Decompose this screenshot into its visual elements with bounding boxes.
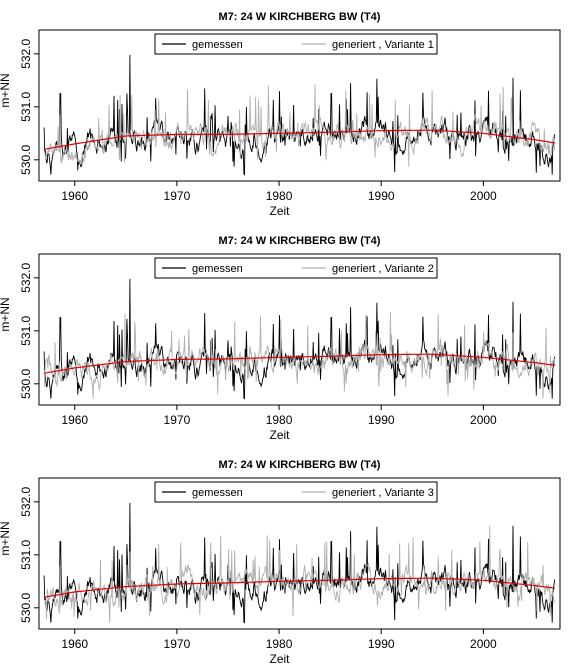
x-tick-label: 2000 xyxy=(470,189,497,203)
series-line-generiert xyxy=(43,525,556,623)
legend-label-gemessen: gemessen xyxy=(192,263,243,275)
x-tick-label: 1970 xyxy=(164,413,191,427)
chart-title: M7: 24 W KIRCHBERG BW (T4) xyxy=(219,235,381,247)
x-tick-label: 1990 xyxy=(368,189,395,203)
legend-box xyxy=(154,481,438,503)
legend-label-generiert: generiert , Variante 1 xyxy=(332,39,434,51)
y-tick-label: 530.0 xyxy=(19,144,33,174)
trend-line xyxy=(44,577,555,598)
x-axis-label: Zeit xyxy=(269,428,290,442)
y-tick-label: 531.0 xyxy=(19,91,33,121)
y-axis-label: m+NN xyxy=(0,73,12,107)
x-axis-label: Zeit xyxy=(269,652,290,666)
chart-panel-2: M7: 24 W KIRCHBERG BW (T4) 1960 1970 1980 19… xyxy=(0,235,561,442)
legend-label-gemessen: gemessen xyxy=(192,487,243,499)
chart-panel-3: M7: 24 W KIRCHBERG BW (T4) 1960 1970 1980 19… xyxy=(0,459,561,666)
x-tick-label: 1980 xyxy=(266,189,293,203)
x-tick-label: 1990 xyxy=(368,637,395,651)
y-tick-label: 531.0 xyxy=(19,315,33,345)
x-tick-label: 1980 xyxy=(266,413,293,427)
x-tick-label: 1960 xyxy=(61,189,88,203)
plot-frame xyxy=(38,253,561,406)
x-tick-label: 2000 xyxy=(470,637,497,651)
y-tick-label: 530.0 xyxy=(19,592,33,622)
y-tick-label: 531.0 xyxy=(19,539,33,569)
series-line-gemessen xyxy=(43,278,556,400)
plot-area xyxy=(43,502,556,624)
x-tick-label: 1960 xyxy=(61,637,88,651)
x-tick-label: 1980 xyxy=(266,637,293,651)
legend: gemessen generiert , Variante 2 xyxy=(154,257,438,279)
series-line-generiert xyxy=(43,311,556,399)
chart-panel-1: M7: 24 W KIRCHBERG BW (T4) 1960 1970 1980 19… xyxy=(0,11,561,218)
y-axis-label: m+NN xyxy=(0,297,12,331)
legend: gemessen generiert , Variante 1 xyxy=(154,33,438,55)
chart-title: M7: 24 W KIRCHBERG BW (T4) xyxy=(219,11,381,23)
plot-area xyxy=(43,278,556,400)
x-tick-label: 2000 xyxy=(470,413,497,427)
legend-box xyxy=(154,33,438,55)
x-tick-label: 1970 xyxy=(164,637,191,651)
y-tick-label: 532.0 xyxy=(19,39,33,69)
plot-area xyxy=(43,54,556,177)
x-tick-label: 1990 xyxy=(368,413,395,427)
trend-line xyxy=(44,129,555,150)
plot-frame xyxy=(38,29,561,182)
trend-line xyxy=(44,353,555,374)
plot-frame xyxy=(38,477,561,630)
legend-label-generiert: generiert , Variante 2 xyxy=(332,263,434,275)
y-tick-label: 532.0 xyxy=(19,263,33,293)
legend-label-gemessen: gemessen xyxy=(192,39,243,51)
y-tick-label: 532.0 xyxy=(19,487,33,517)
legend: gemessen generiert , Variante 3 xyxy=(154,481,438,503)
legend-label-generiert: generiert , Variante 3 xyxy=(332,487,434,499)
y-axis-label: m+NN xyxy=(0,521,12,555)
x-tick-label: 1970 xyxy=(164,189,191,203)
chart-title: M7: 24 W KIRCHBERG BW (T4) xyxy=(219,459,381,471)
x-tick-label: 1960 xyxy=(61,413,88,427)
series-line-gemessen xyxy=(43,502,556,624)
x-axis-label: Zeit xyxy=(269,204,290,218)
legend-box xyxy=(154,257,438,279)
y-tick-label: 530.0 xyxy=(19,368,33,398)
